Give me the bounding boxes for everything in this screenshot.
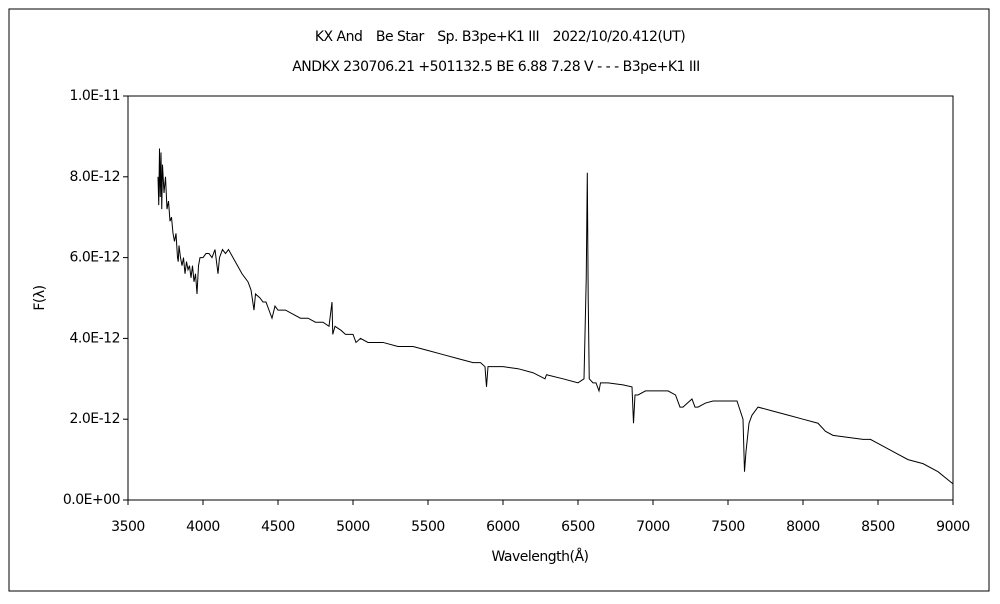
x-tick-label: 8000: [786, 519, 820, 535]
spectrum-line: [157, 148, 954, 485]
chart-title: KX And Be Star Sp. B3pe+K1 III 2022/10/2…: [315, 29, 685, 45]
y-tick-label: 2.0E-12: [70, 411, 120, 427]
x-tick-label: 5500: [411, 519, 445, 535]
x-tick-label: 5000: [336, 519, 370, 535]
chart-frame: [8, 8, 990, 592]
y-tick-label: 6.0E-12: [70, 250, 120, 266]
y-tick-label: 8.0E-12: [70, 169, 120, 185]
y-tick-label: 1.0E-11: [70, 88, 120, 104]
x-axis-label: Wavelength(Å): [491, 548, 588, 565]
x-tick-label: 8500: [861, 519, 895, 535]
x-tick-label: 7000: [636, 519, 670, 535]
chart-subtitle: ANDKX 230706.21 +501132.5 BE 6.88 7.28 V…: [292, 59, 700, 75]
plot-area: [127, 95, 954, 501]
y-axis-label: F(λ): [32, 285, 48, 310]
x-tick-label: 4000: [186, 519, 220, 535]
x-tick-label: 4500: [261, 519, 295, 535]
x-tick-label: 9000: [936, 519, 970, 535]
y-tick-label: 4.0E-12: [70, 330, 120, 346]
x-tick-label: 6000: [486, 519, 520, 535]
y-tick-label: 0.0E+00: [63, 492, 120, 508]
x-tick-label: 7500: [711, 519, 745, 535]
x-tick-label: 6500: [561, 519, 595, 535]
x-tick-label: 3500: [111, 519, 145, 535]
